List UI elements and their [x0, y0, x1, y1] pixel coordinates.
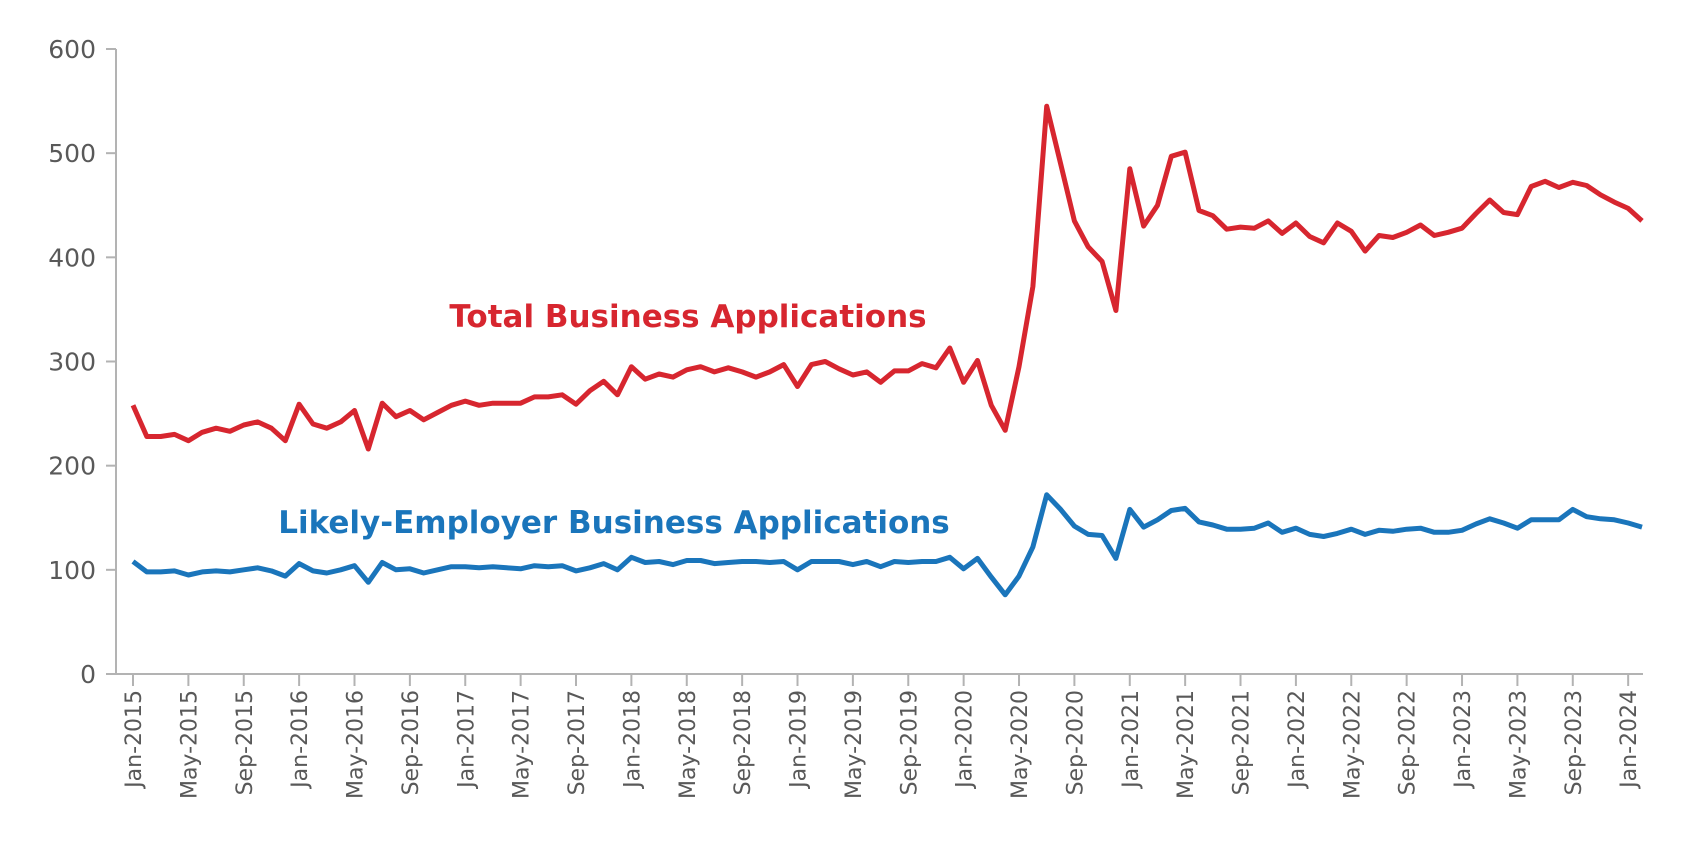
x-tick-label: Jan-2016	[288, 690, 313, 790]
x-tick-label: May-2015	[177, 690, 202, 799]
y-tick-label: 200	[48, 452, 96, 481]
x-tick-label: May-2023	[1506, 690, 1531, 799]
x-tick-label: Sep-2015	[233, 690, 258, 795]
x-tick-label: May-2017	[510, 690, 535, 799]
x-tick-label: May-2022	[1340, 690, 1365, 799]
series-line	[131, 492, 1643, 598]
x-tick-label: Sep-2018	[731, 690, 756, 795]
x-tick-label: Jan-2015	[122, 690, 147, 790]
x-tick-label: Jan-2022	[1285, 690, 1310, 790]
x-tick-label: Sep-2022	[1396, 690, 1421, 795]
x-tick-label: Sep-2019	[897, 690, 922, 795]
x-tick-label: Jan-2020	[953, 690, 978, 790]
y-tick-label: 500	[48, 139, 96, 168]
x-tick-label: May-2016	[344, 690, 369, 799]
x-tick-label: Sep-2023	[1562, 690, 1587, 795]
x-tick-label: Sep-2017	[565, 690, 590, 795]
series-line	[130, 103, 1644, 452]
x-tick-label: Sep-2021	[1230, 690, 1255, 795]
x-tick-label: Jan-2019	[787, 690, 812, 790]
x-tick-label: Jan-2018	[620, 690, 645, 790]
x-tick-label: Jan-2017	[454, 690, 479, 790]
x-tick-label: Sep-2016	[399, 690, 424, 795]
y-tick-label: 400	[48, 243, 96, 272]
x-tick-label: May-2021	[1174, 690, 1199, 799]
y-tick-label: 0	[80, 660, 96, 689]
x-tick-label: Jan-2021	[1119, 690, 1144, 790]
x-tick-label: Jan-2023	[1451, 690, 1476, 790]
y-tick-label: 600	[48, 35, 96, 64]
y-tick-label: 100	[48, 556, 96, 585]
y-tick-label: 300	[48, 348, 96, 377]
x-tick-label: Sep-2020	[1063, 690, 1088, 795]
series-label: Likely-Employer Business Applications	[278, 505, 950, 541]
x-tick-label: May-2020	[1008, 690, 1033, 799]
x-tick-label: May-2018	[676, 690, 701, 799]
x-tick-label: May-2019	[842, 690, 867, 799]
x-tick-label: Jan-2024	[1617, 690, 1642, 790]
series-label: Total Business Applications	[449, 299, 926, 335]
